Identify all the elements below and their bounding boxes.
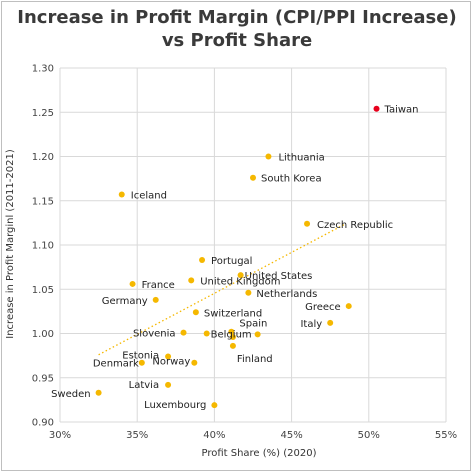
point-label-united-states: United States bbox=[245, 271, 313, 282]
point-south-korea bbox=[250, 174, 256, 181]
point-label-france: France bbox=[142, 280, 175, 291]
point-labels: Taiwan Lithuania South Korea Iceland Czech R… bbox=[51, 105, 418, 411]
point-label-italy: Italy bbox=[300, 319, 322, 330]
point-label-finland: Finland bbox=[237, 354, 273, 365]
x-tick-label: 55% bbox=[435, 430, 457, 441]
point-label-slovenia: Slovenia bbox=[133, 329, 176, 340]
trendline bbox=[98, 223, 346, 356]
x-axis-ticks: 30% 35% 40% 45% 50% 55% bbox=[49, 430, 457, 441]
point-germany bbox=[152, 296, 159, 303]
x-axis-title: Profit Share (%) (2020) bbox=[201, 448, 316, 459]
point-taiwan bbox=[373, 105, 380, 112]
y-tick-label: 1.15 bbox=[32, 196, 54, 207]
point-latvia bbox=[165, 381, 172, 388]
x-tick-label: 30% bbox=[49, 430, 71, 441]
y-tick-label: 1.25 bbox=[32, 108, 54, 119]
point-label-lithuania: Lithuania bbox=[278, 153, 324, 164]
chart-title-line-2: vs Profit Share bbox=[161, 30, 313, 51]
point-finland bbox=[229, 342, 236, 349]
point-label-estonia: Estonia bbox=[122, 351, 159, 362]
y-tick-label: 1.30 bbox=[32, 64, 54, 75]
point-greece bbox=[345, 303, 352, 310]
point-portugal bbox=[199, 257, 206, 264]
chart-title: Increase in Profit Margin (CPI/PPI Incre… bbox=[0, 6, 474, 52]
point-netherlands bbox=[245, 289, 252, 296]
point-label-portugal: Portugal bbox=[211, 256, 252, 267]
point-switzerland bbox=[192, 309, 199, 316]
point-label-iceland: Iceland bbox=[131, 191, 167, 202]
y-tick-label: 1.10 bbox=[32, 241, 54, 252]
y-tick-label: 1.00 bbox=[32, 329, 54, 340]
chart-title-line-1: Increase in Profit Margin (CPI/PPI Incre… bbox=[17, 7, 457, 28]
point-united-kingdom bbox=[188, 277, 195, 284]
point-label-south-korea: South Korea bbox=[261, 174, 322, 185]
point-italy bbox=[327, 319, 334, 326]
points-group bbox=[95, 105, 380, 409]
point-belgium bbox=[203, 330, 210, 337]
point-luxembourg bbox=[211, 402, 218, 409]
point-label-netherlands: Netherlands bbox=[256, 289, 317, 300]
y-axis-ticks: 0.90 0.95 1.00 1.05 1.10 1.15 1.20 1.25 1.30 bbox=[32, 64, 54, 429]
point-label-switzerland: Switzerland bbox=[204, 308, 262, 319]
point-label-belgium: Belgium bbox=[211, 330, 252, 341]
point-slovenia bbox=[180, 329, 187, 336]
point-label-sweden: Sweden bbox=[51, 389, 91, 400]
point-norway bbox=[191, 359, 198, 366]
point-lithuania bbox=[265, 153, 272, 160]
grid-lines bbox=[59, 67, 447, 423]
point-label-norway: Norway bbox=[152, 357, 190, 368]
point-label-czech-republic: Czech Republic bbox=[317, 220, 393, 231]
point-czech-republic bbox=[304, 220, 311, 227]
point-estonia bbox=[165, 353, 172, 360]
y-tick-label: 0.90 bbox=[32, 418, 54, 429]
y-tick-label: 1.05 bbox=[32, 285, 54, 296]
y-tick-label: 0.95 bbox=[32, 373, 54, 384]
x-tick-label: 50% bbox=[358, 430, 380, 441]
x-tick-label: 35% bbox=[126, 430, 148, 441]
trendline-group bbox=[98, 223, 346, 356]
point-denmark bbox=[138, 359, 145, 366]
point-label-taiwan: Taiwan bbox=[384, 105, 419, 116]
point-spain bbox=[228, 328, 235, 335]
point-unlabeled bbox=[229, 334, 236, 341]
point-iceland bbox=[118, 191, 125, 198]
y-axis-title: Increase in Profit Marginl (2011-2021) bbox=[5, 149, 16, 339]
x-tick-label: 40% bbox=[203, 430, 225, 441]
point-sweden bbox=[95, 389, 102, 396]
point-unlabeled bbox=[254, 331, 261, 338]
point-label-greece: Greece bbox=[305, 302, 341, 313]
x-tick-label: 45% bbox=[280, 430, 302, 441]
point-france bbox=[129, 280, 136, 287]
point-united-states bbox=[237, 272, 244, 279]
point-label-united-kingdom: United Kingdom bbox=[200, 276, 280, 287]
point-label-germany: Germany bbox=[102, 296, 148, 307]
point-label-latvia: Latvia bbox=[129, 380, 159, 391]
point-label-denmark: Denmark bbox=[93, 359, 139, 370]
point-label-luxembourg: Luxembourg bbox=[144, 400, 206, 411]
y-tick-label: 1.20 bbox=[32, 152, 54, 163]
point-label-spain: Spain bbox=[239, 319, 267, 330]
